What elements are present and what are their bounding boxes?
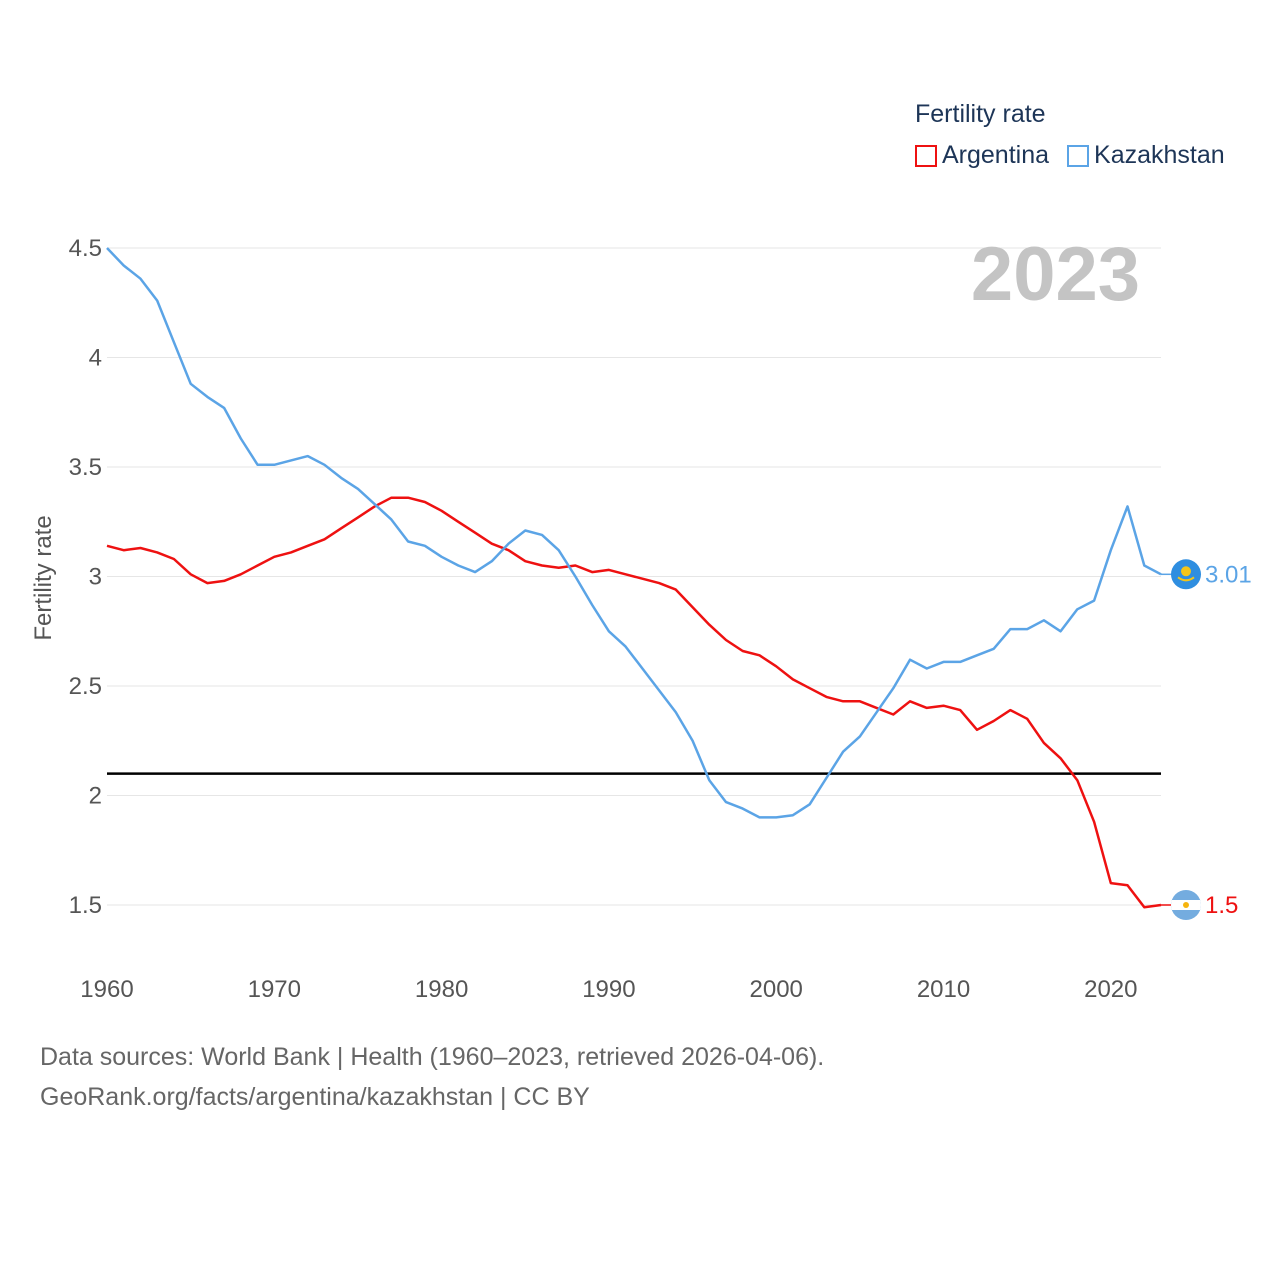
y-tick-label: 3	[89, 564, 102, 591]
x-tick-label: 2020	[1084, 976, 1137, 1003]
y-tick-label: 2	[89, 783, 102, 810]
legend-label-kazakhstan: Kazakhstan	[1094, 141, 1225, 169]
x-tick-label: 2010	[917, 976, 970, 1003]
flag-eagle	[1177, 576, 1195, 582]
y-tick-label: 2.5	[69, 673, 102, 700]
year-label: 2023	[971, 232, 1140, 317]
legend-swatch-argentina	[915, 144, 937, 167]
legend-item-argentina[interactable]: Argentina	[915, 141, 1049, 170]
y-tick-label: 1.5	[69, 892, 102, 919]
kazakhstan-flag-icon	[1171, 559, 1201, 590]
legend: Argentina Kazakhstan	[915, 141, 1243, 170]
series-lines	[106, 247, 1162, 909]
y-tick-label: 4.5	[69, 235, 102, 262]
x-axis-ticks: 1960 1970 1980 1990 2000 2010 2020	[80, 976, 1137, 1003]
footer-sources: Data sources: World Bank | Health (1960–…	[40, 1043, 825, 1071]
gridlines	[107, 247, 1161, 906]
legend-title: Fertility rate	[915, 100, 1046, 128]
end-value-label: 3.01	[1205, 561, 1252, 588]
fertility-rate-chart: 1.5 2 2.5 3 3.5 4 4.5 1960 1970 1980 1990 2000 2010…	[30, 232, 1252, 1003]
y-tick-label: 4	[89, 345, 102, 372]
series-line-argentina[interactable]	[106, 496, 1162, 909]
legend-swatch-kazakhstan	[1067, 144, 1090, 167]
end-marker-kazakhstan: 3.01	[1161, 559, 1252, 590]
x-tick-label: 1960	[80, 976, 133, 1003]
argentina-flag-icon	[1171, 890, 1201, 920]
x-tick-label: 1970	[248, 976, 301, 1003]
y-axis-ticks: 1.5 2 2.5 3 3.5 4 4.5	[69, 235, 102, 919]
end-value-label: 1.5	[1205, 892, 1238, 919]
flag-sun	[1183, 902, 1189, 908]
footer-attribution[interactable]: GeoRank.org/facts/argentina/kazakhstan |…	[40, 1083, 590, 1111]
x-tick-label: 2000	[750, 976, 803, 1003]
end-marker-argentina: 1.5	[1161, 890, 1238, 920]
x-tick-label: 1990	[582, 976, 635, 1003]
y-tick-label: 3.5	[69, 454, 102, 481]
legend-item-kazakhstan[interactable]: Kazakhstan	[1067, 141, 1225, 170]
y-axis-title: Fertility rate	[30, 515, 57, 640]
end-markers: 1.5 3.01	[1161, 559, 1252, 920]
series-line-kazakhstan[interactable]	[106, 247, 1162, 819]
x-tick-label: 1980	[415, 976, 468, 1003]
flag-sun	[1181, 566, 1191, 577]
legend-label-argentina: Argentina	[942, 141, 1050, 169]
